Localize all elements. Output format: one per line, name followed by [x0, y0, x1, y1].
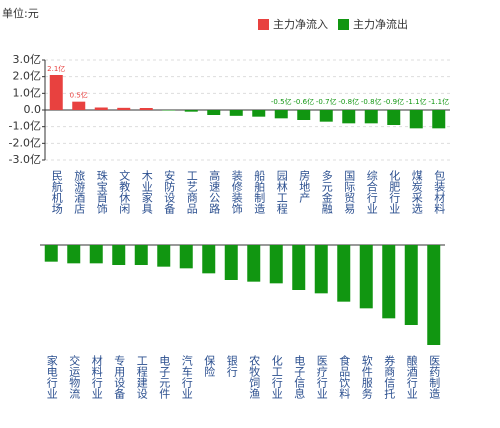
- unit-label: 单位:元: [2, 6, 39, 20]
- bar: [314, 245, 328, 294]
- bar: [274, 110, 288, 119]
- bar: [364, 110, 378, 124]
- bar: [72, 101, 86, 110]
- x-tick-label: 食品饮料: [338, 354, 351, 400]
- bar: [337, 245, 351, 302]
- y-tick-label: -3.0亿: [9, 153, 41, 166]
- bar: [342, 110, 356, 124]
- value-label: -0.5亿: [271, 97, 292, 106]
- bar: [319, 110, 333, 122]
- x-tick-label: 园林工程: [275, 170, 288, 215]
- bar: [134, 245, 148, 265]
- x-tick-label: 专用设备: [113, 354, 126, 400]
- x-tick-label: 旅游酒店: [73, 169, 86, 214]
- legend-label: 主力净流入: [273, 17, 328, 31]
- x-tick-label: 船舶制造: [253, 169, 266, 214]
- x-tick-label: 材料行业: [90, 354, 103, 399]
- x-tick-label: 化工行业: [270, 354, 283, 399]
- value-label: 0.5亿: [70, 91, 88, 100]
- bar: [179, 245, 193, 269]
- x-tick-label: 煤炭采选: [410, 170, 423, 214]
- x-tick-label: 医药制造: [428, 355, 441, 399]
- bar: [117, 107, 131, 110]
- x-tick-label: 银行: [225, 354, 238, 378]
- y-tick-label: -2.0亿: [9, 136, 41, 149]
- legend-label: 主力净流出: [353, 17, 408, 31]
- bar: [184, 110, 198, 112]
- x-tick-label: 文教休闲: [118, 169, 131, 214]
- value-label: -0.8亿: [361, 97, 382, 106]
- x-tick-label: 化肥行业: [388, 169, 401, 214]
- bar: [89, 245, 103, 264]
- value-label: -1.1亿: [406, 97, 427, 106]
- x-tick-label: 综合行业: [365, 169, 378, 214]
- x-tick-label: 农牧饲渔: [248, 354, 261, 400]
- bar: [387, 110, 401, 125]
- x-tick-label: 汽车行业: [180, 354, 193, 399]
- bar: [49, 75, 63, 110]
- x-tick-label: 电子元件: [158, 355, 171, 400]
- x-tick-label: 木业家具: [140, 170, 153, 214]
- x-tick-label: 国际贸易: [343, 170, 356, 215]
- bar: [427, 245, 441, 345]
- value-label: -0.7亿: [316, 97, 337, 106]
- bar: [432, 110, 446, 129]
- bar: [224, 245, 238, 280]
- value-label: 2.1亿: [47, 64, 65, 73]
- bar: [297, 110, 311, 120]
- bar: [139, 108, 153, 110]
- bar: [162, 110, 176, 111]
- bar: [229, 110, 243, 116]
- bar: [202, 245, 216, 274]
- bar: [207, 110, 221, 115]
- y-tick-label: 0.0: [24, 103, 42, 116]
- bar: [44, 245, 58, 262]
- bar: [94, 107, 108, 110]
- x-tick-label: 安防设备: [163, 169, 176, 215]
- y-tick-label: -1.0亿: [9, 120, 41, 133]
- bar: [382, 245, 396, 319]
- value-label: -0.6亿: [293, 97, 314, 106]
- legend-swatch: [338, 19, 349, 30]
- x-tick-label: 券商信托: [383, 354, 396, 399]
- bar: [67, 245, 81, 264]
- x-tick-label: 医疗行业: [315, 355, 328, 399]
- bar: [112, 245, 126, 265]
- y-tick-label: 1.0亿: [13, 86, 42, 99]
- x-tick-label: 工程建设: [135, 355, 148, 400]
- bar: [409, 110, 423, 129]
- bar: [269, 245, 283, 284]
- x-tick-label: 房地产: [298, 170, 311, 204]
- value-label: -1.1亿: [428, 97, 449, 106]
- x-tick-label: 多元金融: [320, 169, 333, 215]
- bar: [157, 245, 171, 267]
- y-tick-label: 2.0亿: [13, 70, 42, 83]
- bar: [404, 245, 418, 325]
- legend-swatch: [258, 19, 269, 30]
- value-label: -0.8亿: [338, 97, 359, 106]
- bar: [359, 245, 373, 309]
- x-tick-label: 珠宝首饰: [95, 169, 108, 214]
- value-label: -0.9亿: [383, 97, 404, 106]
- bar: [292, 245, 306, 290]
- x-tick-label: 软件服务: [360, 354, 373, 399]
- x-tick-label: 装修装饰: [230, 170, 243, 214]
- x-tick-label: 包装材料: [433, 170, 446, 215]
- bar: [247, 245, 261, 282]
- bar: [252, 110, 266, 117]
- x-tick-label: 酿酒行业: [405, 354, 418, 399]
- x-tick-label: 电子信息: [293, 355, 306, 399]
- y-tick-label: 3.0亿: [13, 53, 42, 66]
- x-tick-label: 工艺商品: [185, 170, 198, 214]
- x-tick-label: 民航机场: [50, 170, 63, 215]
- x-tick-label: 保险: [203, 354, 216, 378]
- x-tick-label: 交运物流: [68, 354, 81, 399]
- x-tick-label: 家电行业: [45, 354, 58, 399]
- x-tick-label: 高速公路: [208, 169, 221, 215]
